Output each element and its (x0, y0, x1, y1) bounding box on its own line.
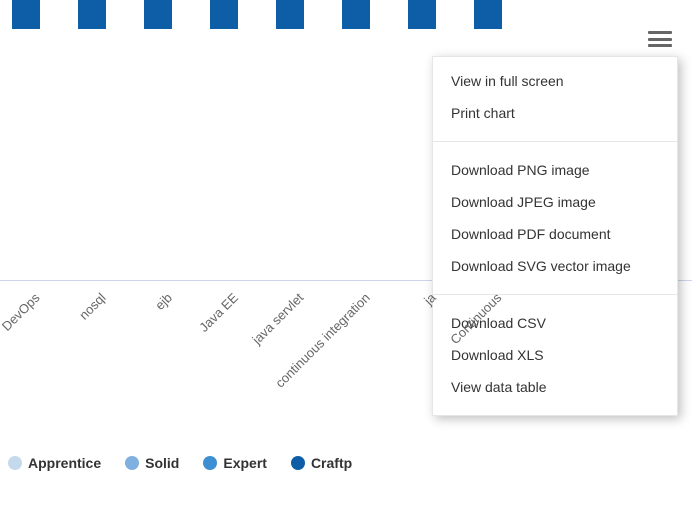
hamburger-icon (648, 44, 672, 47)
x-axis-label: java servlet (250, 290, 307, 347)
bar-segment[interactable] (474, 0, 502, 29)
x-axis-label: nosql (76, 290, 109, 323)
legend-marker (203, 456, 217, 470)
legend-label: Craftp (311, 455, 352, 471)
menu-item[interactable]: View data table (433, 371, 677, 403)
hamburger-icon (648, 38, 672, 41)
bar-segment[interactable] (342, 0, 370, 29)
menu-item[interactable]: View in full screen (433, 65, 677, 97)
x-axis-label: DevOps (0, 290, 43, 334)
legend-item[interactable]: Expert (203, 455, 267, 471)
x-axis-label: Java EE (196, 290, 241, 335)
legend-marker (8, 456, 22, 470)
bar-segment[interactable] (78, 0, 106, 29)
legend-label: Apprentice (28, 455, 101, 471)
bar-segment[interactable] (144, 0, 172, 29)
bar-segment[interactable] (210, 0, 238, 29)
chart-container: Apprentice Solid Expert Craftp View in full… (0, 0, 692, 531)
bar-segment[interactable] (408, 0, 436, 29)
menu-item[interactable]: Download PDF document (433, 218, 677, 250)
x-axis-label: ejb (152, 290, 175, 313)
menu-separator (433, 294, 677, 295)
menu-item[interactable]: Print chart (433, 97, 677, 129)
menu-separator (433, 141, 677, 142)
bar-segment[interactable] (276, 0, 304, 29)
legend-marker (125, 456, 139, 470)
legend-item[interactable]: Craftp (291, 455, 352, 471)
export-menu: View in full screenPrint chart Download P… (432, 56, 678, 416)
chart-menu-button[interactable] (646, 28, 674, 50)
menu-item[interactable]: Download JPEG image (433, 186, 677, 218)
menu-item[interactable]: Download PNG image (433, 154, 677, 186)
menu-item[interactable]: Download XLS (433, 339, 677, 371)
legend-label: Solid (145, 455, 179, 471)
legend-item[interactable]: Solid (125, 455, 179, 471)
bar-segment[interactable] (12, 0, 40, 29)
legend-label: Expert (223, 455, 267, 471)
hamburger-icon (648, 31, 672, 34)
legend: Apprentice Solid Expert Craftp (8, 455, 352, 471)
legend-marker (291, 456, 305, 470)
legend-item[interactable]: Apprentice (8, 455, 101, 471)
menu-item[interactable]: Download SVG vector image (433, 250, 677, 282)
